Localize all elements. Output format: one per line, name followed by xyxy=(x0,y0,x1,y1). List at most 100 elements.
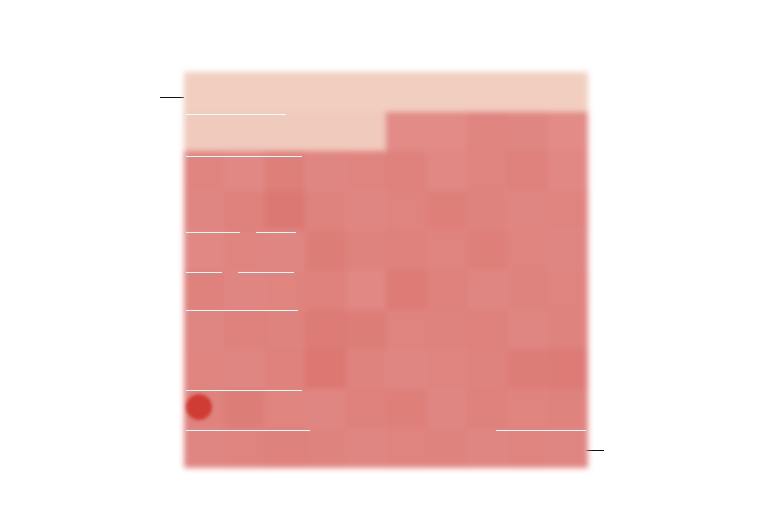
heatmap-cell xyxy=(264,309,306,350)
heatmap-cell xyxy=(466,72,508,112)
heatmap-cell xyxy=(184,190,225,231)
row-divider xyxy=(186,272,222,273)
heatmap-cell xyxy=(305,72,346,112)
heatmap-cell xyxy=(386,190,427,231)
heatmap-cell xyxy=(386,111,427,152)
heatmap-cell xyxy=(386,151,427,191)
heatmap-cell xyxy=(547,309,588,350)
heatmap-cell xyxy=(547,230,588,270)
heatmap-cell xyxy=(224,151,265,191)
heatmap-cell xyxy=(507,111,548,152)
heatmap-cell xyxy=(466,388,508,429)
heatmap-cell xyxy=(264,428,306,468)
heatmap-cell xyxy=(184,309,225,350)
heatmap-cell xyxy=(224,388,265,429)
heatmap-cell xyxy=(386,309,427,350)
heatmap-cell xyxy=(547,151,588,191)
heatmap-cell xyxy=(184,230,225,270)
heatmap-cell xyxy=(466,111,508,152)
heatmap-cell xyxy=(426,388,467,429)
heatmap-cell xyxy=(224,309,265,350)
heatmap-cell xyxy=(507,269,548,310)
row-divider xyxy=(238,272,294,273)
heatmap-cell xyxy=(426,349,467,389)
row-divider xyxy=(186,156,302,157)
heatmap-cell xyxy=(547,190,588,231)
heatmap-cell xyxy=(426,190,467,231)
heatmap-cell xyxy=(426,230,467,270)
heatmap-cell xyxy=(386,269,427,310)
heatmap-cell xyxy=(264,388,306,429)
heatmap-cell xyxy=(507,388,548,429)
heatmap-cell xyxy=(426,111,467,152)
heatmap-cell xyxy=(426,269,467,310)
heatmap-cell xyxy=(507,72,548,112)
row-divider xyxy=(256,232,296,233)
heatmap-cell xyxy=(426,309,467,350)
heatmap-cell xyxy=(547,72,588,112)
heatmap-cell xyxy=(345,388,386,429)
heatmap-cell xyxy=(426,151,467,191)
heatmap-cell xyxy=(345,230,386,270)
heatmap-markers xyxy=(184,72,588,468)
heatmap-cell xyxy=(386,230,427,270)
heatmap-cell xyxy=(466,190,508,231)
heatmap-cell xyxy=(345,190,386,231)
heatmap-cell xyxy=(386,72,427,112)
heatmap-cell xyxy=(184,111,225,152)
heatmap-cell xyxy=(305,230,346,270)
heatmap-cell xyxy=(305,388,346,429)
heatmap-cell xyxy=(507,230,548,270)
heatmap-cell xyxy=(466,309,508,350)
heatmap-cell xyxy=(547,111,588,152)
heatmap-cell xyxy=(184,72,225,112)
leader-line-top-left xyxy=(160,97,184,98)
heatmap-grid xyxy=(184,72,588,468)
heatmap-cell xyxy=(184,151,225,191)
heatmap-cell xyxy=(507,309,548,350)
heatmap-cell xyxy=(507,190,548,231)
heatmap-cell xyxy=(345,72,386,112)
heatmap-cell xyxy=(386,388,427,429)
heatmap-cell xyxy=(345,309,386,350)
heatmap-cell xyxy=(466,269,508,310)
row-divider xyxy=(186,114,286,115)
heatmap-cell xyxy=(466,230,508,270)
heatmap-cell xyxy=(305,151,346,191)
heatmap-cell xyxy=(224,72,265,112)
heatmap-cell xyxy=(224,190,265,231)
heatmap-cell xyxy=(264,72,306,112)
heatmap-cell xyxy=(547,428,588,468)
heatmap-cell xyxy=(345,349,386,389)
heatmap-cell xyxy=(305,428,346,468)
heatmap-cell xyxy=(547,388,588,429)
heatmap-cell xyxy=(224,428,265,468)
heatmap-cell xyxy=(426,72,467,112)
row-divider xyxy=(496,430,586,431)
heatmap-cell xyxy=(345,428,386,468)
heatmap-cell xyxy=(386,428,427,468)
heatmap-cell xyxy=(507,349,548,389)
heatmap-panel xyxy=(184,72,588,468)
row-divider xyxy=(186,310,298,311)
heatmap-cell xyxy=(547,269,588,310)
heatmap-cell xyxy=(184,349,225,389)
heatmap-cell xyxy=(305,269,346,310)
heatmap-cell xyxy=(224,269,265,310)
heatmap-cell xyxy=(264,349,306,389)
marker-dot xyxy=(186,394,212,420)
heatmap-cell xyxy=(466,349,508,389)
heatmap-cell xyxy=(345,269,386,310)
row-divider xyxy=(186,232,240,233)
heatmap-cell xyxy=(264,111,306,152)
heatmap-cell xyxy=(264,190,306,231)
heatmap-cell xyxy=(426,428,467,468)
row-divider xyxy=(186,430,310,431)
heatmap-cell xyxy=(224,349,265,389)
heatmap-cell xyxy=(305,190,346,231)
heatmap-cell xyxy=(224,230,265,270)
heatmap-cell xyxy=(305,349,346,389)
row-divider xyxy=(186,390,302,391)
heatmap-cell xyxy=(224,111,265,152)
heatmap-cell xyxy=(507,428,548,468)
